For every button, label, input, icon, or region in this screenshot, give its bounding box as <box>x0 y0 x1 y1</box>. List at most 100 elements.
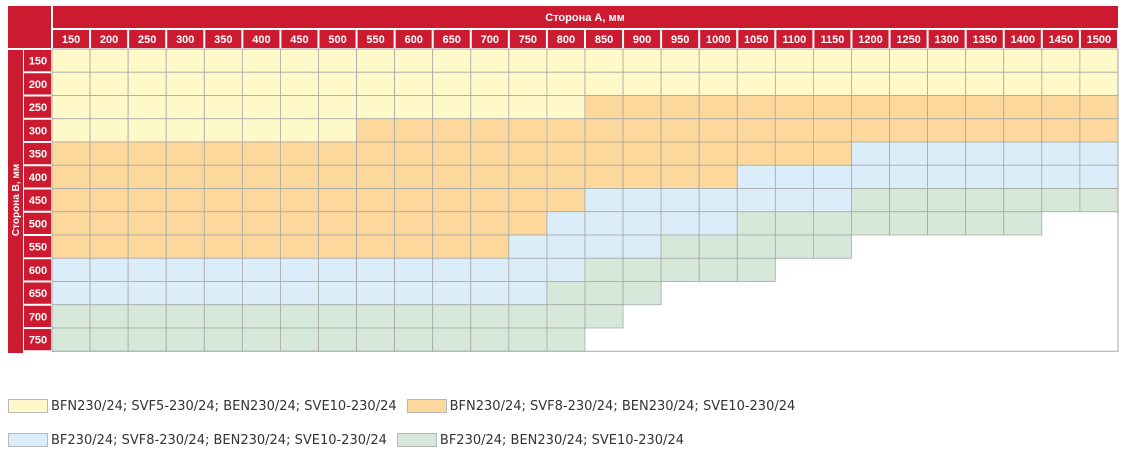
table-cell <box>280 281 319 306</box>
table-cell <box>927 48 967 73</box>
table-cell <box>127 118 167 143</box>
table-cell <box>318 257 357 282</box>
column-header-label: 900 <box>633 34 651 46</box>
table-cell <box>356 48 396 73</box>
row-header-cell <box>24 189 51 211</box>
table-cell <box>736 48 776 73</box>
column-header-label: 1350 <box>972 34 996 46</box>
table-cell <box>1041 164 1081 189</box>
table-cell <box>280 211 319 236</box>
column-header-label: 1100 <box>782 34 806 46</box>
table-cell <box>1041 48 1081 73</box>
table-cell <box>927 71 967 96</box>
column-header-cell <box>281 30 318 48</box>
table-cell <box>546 71 586 96</box>
table-cell <box>1003 141 1043 166</box>
column-header-cell <box>1080 30 1117 48</box>
table-cell <box>1003 164 1043 189</box>
table-cell <box>241 281 281 306</box>
table-cell <box>203 95 243 120</box>
table-cell <box>736 141 776 166</box>
column-header-label: 1500 <box>1087 34 1111 46</box>
table-cell <box>889 141 929 166</box>
row-headers: 150 200 250 300 350 400 450 500 550 600 650 700 750 <box>24 50 51 351</box>
table-cell <box>698 164 738 189</box>
table-cell <box>736 188 776 213</box>
table-cell <box>127 234 167 259</box>
table-cell <box>432 257 472 282</box>
table-cell <box>774 211 814 236</box>
side-band <box>8 50 23 353</box>
table-cell <box>622 48 662 73</box>
column-header-cell <box>357 30 394 48</box>
column-header-cell <box>395 30 432 48</box>
legend-swatch <box>406 399 447 413</box>
table-cell <box>280 304 319 329</box>
table-cell <box>394 211 434 236</box>
legend-item: BF230/24; SVF8-230/24; BEN230/24; SVE10-… <box>8 433 397 448</box>
table-cell <box>127 141 167 166</box>
table-cell <box>470 257 510 282</box>
table-cell <box>622 164 662 189</box>
table-cell <box>394 71 434 96</box>
row-header-cell <box>24 305 51 327</box>
table-cell <box>89 188 129 213</box>
table-cell <box>508 48 548 73</box>
table-cell <box>318 164 357 189</box>
table-cell <box>736 257 776 282</box>
column-header-label: 1150 <box>820 34 844 46</box>
table-cell <box>584 188 624 213</box>
table-cell <box>546 141 586 166</box>
table-cell <box>508 118 548 143</box>
table-cell <box>280 327 319 352</box>
table-cell <box>546 48 586 73</box>
table-cell <box>165 257 205 282</box>
table-cell <box>394 48 434 73</box>
table-cell <box>660 234 700 259</box>
table-cell <box>356 188 396 213</box>
table-cell <box>280 257 319 282</box>
table-cell <box>698 188 738 213</box>
table-cell <box>1041 141 1081 166</box>
legend-row-1: BFN230/24; SVF5-230/24; BEN230/24; SVE10… <box>8 397 805 415</box>
table-cell <box>698 141 738 166</box>
table-cell <box>1003 211 1043 236</box>
column-header-cell <box>319 30 356 48</box>
table-cell <box>889 188 929 213</box>
header-band <box>53 6 1118 28</box>
table-cell <box>356 257 396 282</box>
table-cell <box>241 211 281 236</box>
table-cell <box>774 234 814 259</box>
column-header-cell <box>814 30 851 48</box>
table-cell <box>698 257 738 282</box>
table-cell <box>241 234 281 259</box>
column-header-label: 1200 <box>858 34 882 46</box>
table-cell <box>965 164 1005 189</box>
column-header-cell <box>509 30 546 48</box>
table-cell <box>51 118 91 143</box>
table-cell <box>851 95 890 120</box>
row-header-label: 450 <box>29 195 47 207</box>
table-cell <box>203 141 243 166</box>
table-cell <box>470 327 510 352</box>
table-cell <box>51 257 91 282</box>
table-border <box>51 48 1119 352</box>
table-cell <box>1003 71 1043 96</box>
table-cell <box>622 188 662 213</box>
column-header-cell <box>966 30 1003 48</box>
column-header-cell <box>91 30 128 48</box>
table-cell <box>89 118 129 143</box>
table-cell <box>851 141 890 166</box>
table-cell <box>1079 141 1119 166</box>
table-cell <box>318 281 357 306</box>
column-header-label: 450 <box>290 34 308 46</box>
table-cell <box>432 164 472 189</box>
table-cell <box>394 327 434 352</box>
table-cell <box>127 281 167 306</box>
table-cell <box>51 327 91 352</box>
column-header-cell <box>585 30 623 48</box>
table-cell <box>660 118 700 143</box>
row-header-label: 350 <box>29 149 47 161</box>
table-cell <box>546 304 586 329</box>
table-cell <box>280 141 319 166</box>
